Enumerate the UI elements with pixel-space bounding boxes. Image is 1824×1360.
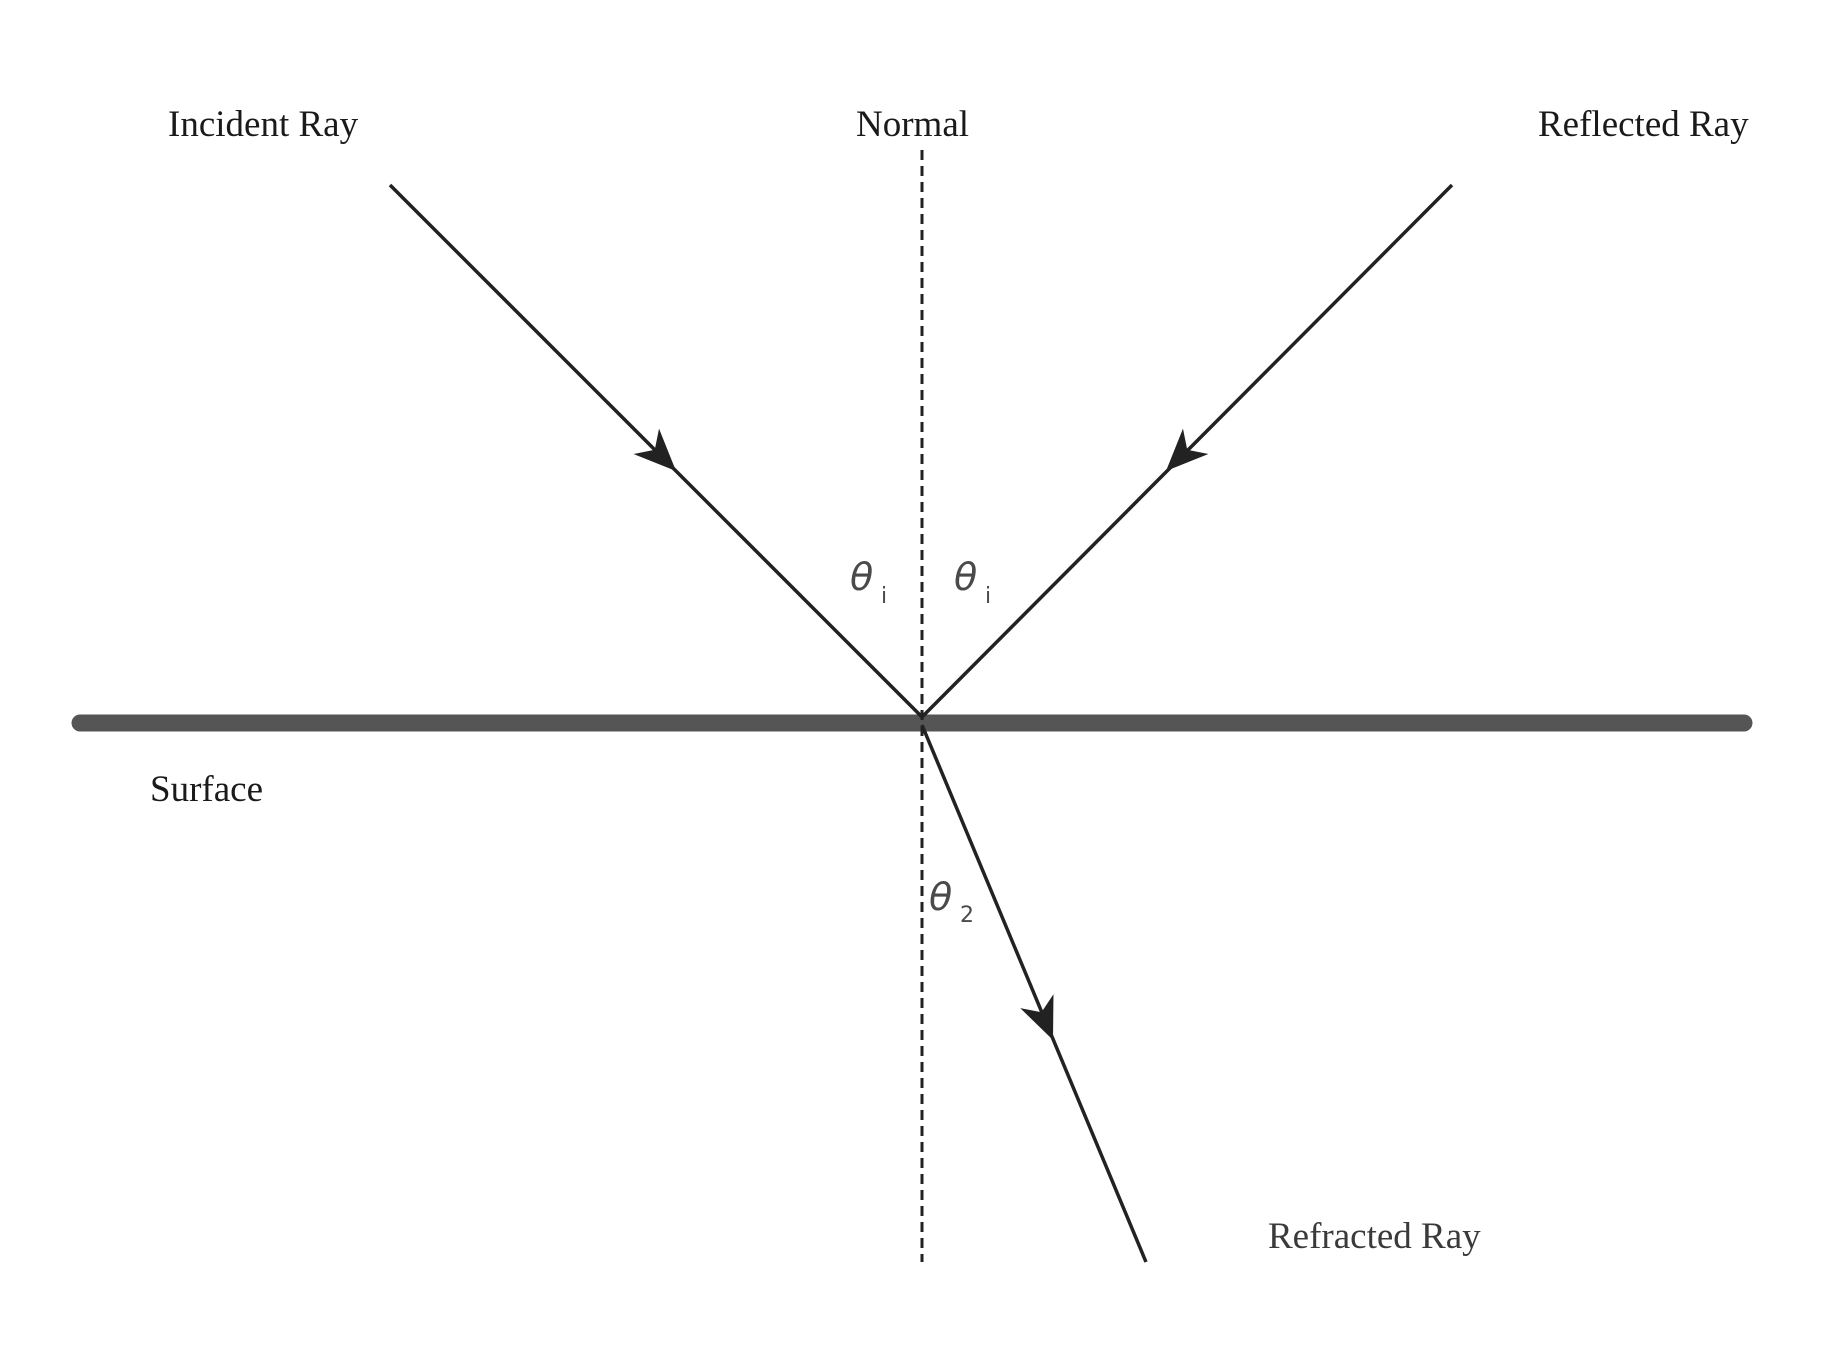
surface-label: Surface [150,769,263,810]
incident-ray-label: Incident Ray [168,104,359,145]
refracted-ray-label: Refracted Ray [1268,1216,1481,1257]
reflected-angle-symbol: θ [954,555,977,599]
reflected-ray-label: Reflected Ray [1538,104,1749,145]
incident-angle-symbol: θ [850,555,873,599]
incident-angle-subscript: i [881,584,887,609]
incident-arrowhead [633,428,676,471]
reflected-angle-subscript: i [985,584,991,609]
refracted-angle-subscript: 2 [960,903,974,928]
refracted-ray-line [920,724,1148,1263]
normal-label: Normal [856,104,969,145]
refracted-angle-symbol: θ [929,875,952,919]
refracted-arrowhead [1020,994,1054,1040]
